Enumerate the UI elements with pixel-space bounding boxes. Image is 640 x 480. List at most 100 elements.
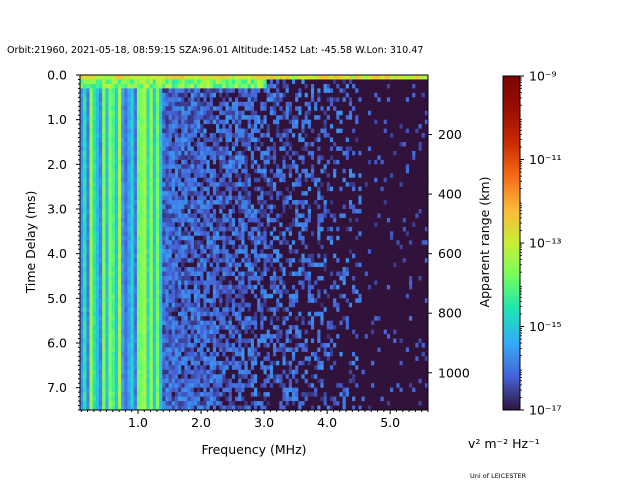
heatmap-cell [326,209,331,214]
heatmap-cell [266,133,271,138]
heatmap-cell [355,159,359,165]
heatmap-cell [367,155,372,161]
heatmap-cell [342,79,347,85]
heatmap-cell [127,177,132,183]
heatmap-cell [320,209,324,214]
heatmap-cell [339,79,343,85]
heatmap-cell [348,168,353,174]
heatmap-cell [149,177,154,183]
heatmap-cell [95,119,100,125]
heatmap-cell [367,124,372,129]
heatmap-cell [124,75,128,80]
heatmap-cell [89,204,94,210]
heatmap-cell [235,213,239,219]
heatmap-cell [329,195,334,201]
heatmap-cell [105,209,109,214]
heatmap-cell [358,249,362,255]
heatmap-cell [247,253,252,259]
heatmap-cell [238,235,242,241]
heatmap-cell [222,200,226,205]
heatmap-cell [206,271,211,277]
heatmap-cell [339,146,343,152]
heatmap-cell [178,133,182,138]
heatmap-cell [244,79,249,85]
heatmap-cell [102,217,106,223]
heatmap-cell [266,209,271,214]
heatmap-cell [307,97,312,103]
heatmap-cell [393,191,397,196]
heatmap-cell [333,249,337,255]
heatmap-cell [181,226,185,232]
heatmap-cell [295,88,299,94]
heatmap-cell [108,159,113,165]
heatmap-cell [127,173,132,179]
heatmap-cell [279,101,283,107]
heatmap-cell [396,271,400,277]
heatmap-cell [203,124,207,129]
heatmap-cell [206,92,211,98]
heatmap-cell [124,204,128,210]
heatmap-cell [92,150,97,156]
heatmap-cell [257,119,261,125]
heatmap-cell [108,155,113,161]
heatmap-cell [219,133,223,138]
heatmap-cell [291,209,296,214]
heatmap-cell [114,200,119,205]
heatmap-cell [231,92,236,98]
heatmap-cell [272,195,277,201]
heatmap-cell [152,177,157,183]
heatmap-cell [83,110,87,116]
heatmap-cell [402,92,407,98]
heatmap-cell [405,88,410,94]
heatmap-cell [272,182,277,188]
heatmap-cell [83,159,87,165]
heatmap-cell [114,142,119,147]
heatmap-cell [339,186,343,192]
heatmap-cell [241,271,245,277]
heatmap-cell [197,267,201,272]
heatmap-cell [317,200,321,205]
heatmap-cell [412,83,416,89]
heatmap-cell [386,146,391,152]
heatmap-cell [130,213,135,219]
heatmap-cell [159,276,163,281]
heatmap-cell [383,231,388,237]
heatmap-cell [181,106,185,112]
heatmap-cell [209,226,214,232]
heatmap-cell [178,168,182,174]
heatmap-cell [310,92,315,98]
heatmap-cell [209,240,214,246]
heatmap-cell [130,244,135,250]
heatmap-cell [390,173,394,179]
heatmap-cell [124,173,128,179]
heatmap-cell [314,83,318,89]
heatmap-cell [307,133,312,138]
heatmap-cell [238,244,242,250]
heatmap-cell [105,253,109,259]
heatmap-cell [424,217,428,223]
heatmap-cell [276,249,280,255]
heatmap-cell [276,222,280,228]
heatmap-cell [298,142,302,147]
heatmap-cell [124,267,128,272]
heatmap-cell [152,253,157,259]
heatmap-cell [279,267,283,272]
heatmap-cell [209,173,214,179]
heatmap-cell [342,177,347,183]
heatmap-cell [105,155,109,161]
heatmap-cell [121,133,125,138]
heatmap-cell [358,133,362,138]
heatmap-cell [329,253,334,259]
heatmap-cell [257,128,261,134]
heatmap-cell [209,88,214,94]
heatmap-cell [178,177,182,183]
heatmap-cell [418,159,423,165]
heatmap-cell [301,75,306,80]
heatmap-cell [159,258,163,263]
heatmap-cell [415,271,419,277]
heatmap-cell [140,97,144,103]
heatmap-cell [162,231,166,237]
heatmap-cell [133,137,138,143]
heatmap-cell [412,124,416,129]
heatmap-cell [152,213,157,219]
